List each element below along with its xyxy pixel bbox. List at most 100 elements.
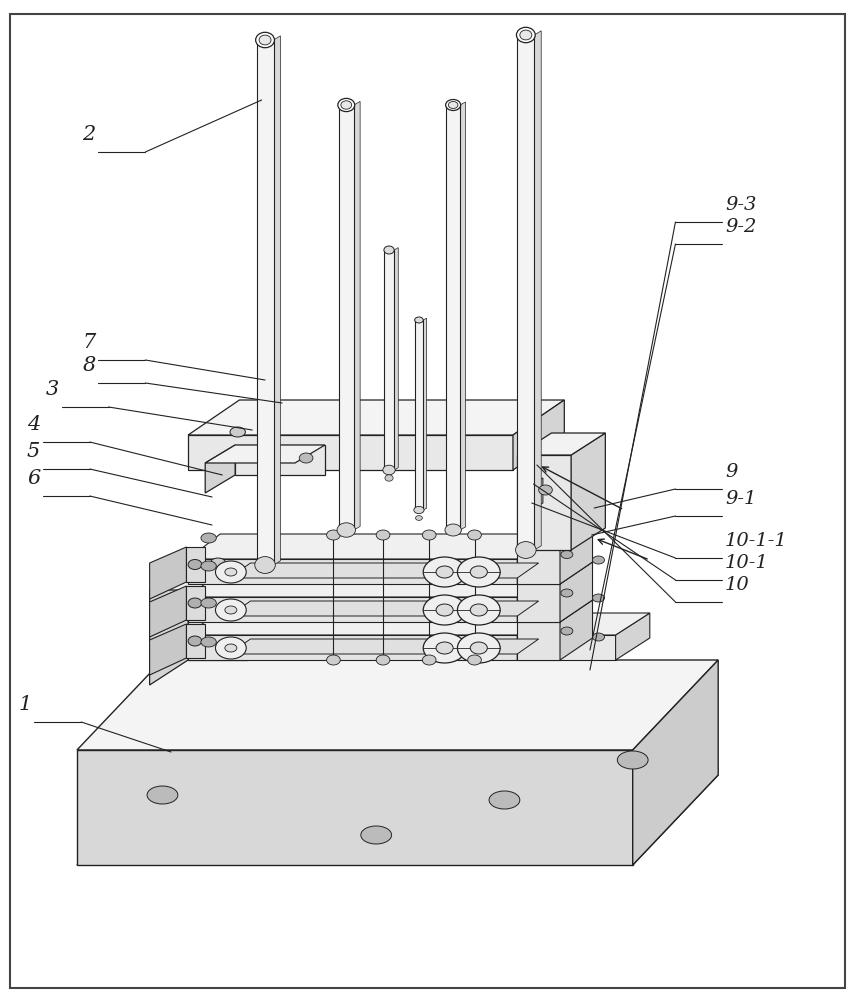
- Ellipse shape: [337, 523, 356, 537]
- Polygon shape: [513, 400, 564, 470]
- Ellipse shape: [361, 826, 392, 844]
- Polygon shape: [517, 613, 650, 635]
- Polygon shape: [150, 624, 186, 675]
- Text: 5: 5: [27, 442, 40, 461]
- Polygon shape: [205, 445, 235, 493]
- Polygon shape: [517, 610, 549, 660]
- Ellipse shape: [445, 100, 461, 110]
- Text: 1: 1: [19, 695, 32, 714]
- Ellipse shape: [201, 533, 216, 543]
- Polygon shape: [517, 534, 549, 584]
- Text: 10: 10: [725, 576, 750, 594]
- Ellipse shape: [520, 30, 532, 40]
- Ellipse shape: [516, 542, 536, 558]
- Ellipse shape: [468, 655, 481, 665]
- Polygon shape: [517, 455, 571, 550]
- Text: 7: 7: [83, 333, 96, 352]
- Polygon shape: [517, 635, 616, 660]
- Polygon shape: [205, 445, 325, 463]
- Polygon shape: [415, 320, 423, 510]
- Ellipse shape: [416, 516, 422, 520]
- Polygon shape: [77, 660, 718, 750]
- Polygon shape: [150, 565, 248, 590]
- Polygon shape: [186, 586, 205, 620]
- Polygon shape: [517, 35, 534, 550]
- Polygon shape: [384, 250, 394, 470]
- Ellipse shape: [593, 594, 604, 602]
- Polygon shape: [188, 534, 549, 559]
- Polygon shape: [229, 563, 539, 578]
- Polygon shape: [235, 445, 325, 475]
- Ellipse shape: [230, 427, 245, 437]
- Ellipse shape: [423, 595, 466, 625]
- Polygon shape: [150, 547, 186, 599]
- Text: 10-1: 10-1: [725, 554, 769, 572]
- Ellipse shape: [188, 560, 202, 570]
- Ellipse shape: [215, 561, 246, 583]
- Ellipse shape: [201, 637, 216, 647]
- Ellipse shape: [201, 598, 216, 608]
- Ellipse shape: [445, 524, 462, 536]
- Polygon shape: [517, 485, 530, 510]
- Polygon shape: [571, 433, 605, 550]
- Polygon shape: [534, 31, 541, 550]
- Ellipse shape: [468, 530, 481, 540]
- Ellipse shape: [376, 530, 390, 540]
- Polygon shape: [188, 597, 517, 622]
- Ellipse shape: [470, 566, 487, 578]
- Ellipse shape: [561, 550, 573, 558]
- Ellipse shape: [376, 655, 390, 665]
- Polygon shape: [560, 562, 593, 622]
- Ellipse shape: [384, 246, 394, 254]
- Text: 9-2: 9-2: [725, 218, 757, 236]
- Ellipse shape: [470, 604, 487, 616]
- Polygon shape: [517, 545, 560, 584]
- Ellipse shape: [423, 633, 466, 663]
- Polygon shape: [188, 610, 549, 635]
- Polygon shape: [186, 547, 205, 582]
- Ellipse shape: [561, 589, 573, 597]
- Ellipse shape: [422, 530, 436, 540]
- Ellipse shape: [561, 627, 573, 635]
- Ellipse shape: [338, 98, 355, 112]
- Text: 10-1-1: 10-1-1: [725, 532, 787, 550]
- Text: 9: 9: [725, 463, 737, 481]
- Ellipse shape: [383, 465, 395, 475]
- Ellipse shape: [327, 655, 340, 665]
- Ellipse shape: [436, 642, 453, 654]
- Ellipse shape: [147, 786, 178, 804]
- Polygon shape: [517, 562, 593, 584]
- Polygon shape: [517, 572, 549, 622]
- Text: 9-1: 9-1: [725, 490, 757, 508]
- Ellipse shape: [617, 751, 648, 769]
- Polygon shape: [77, 775, 718, 865]
- Polygon shape: [530, 478, 543, 510]
- Ellipse shape: [423, 557, 466, 587]
- Text: 4: 4: [27, 415, 40, 434]
- Polygon shape: [517, 523, 593, 545]
- Polygon shape: [394, 248, 398, 470]
- Ellipse shape: [225, 606, 237, 614]
- Polygon shape: [150, 586, 186, 637]
- Ellipse shape: [188, 636, 202, 646]
- Polygon shape: [616, 613, 650, 660]
- Polygon shape: [633, 660, 718, 865]
- Polygon shape: [517, 433, 605, 455]
- Ellipse shape: [457, 557, 500, 587]
- Text: 3: 3: [46, 380, 59, 399]
- Ellipse shape: [593, 633, 604, 641]
- Ellipse shape: [415, 317, 423, 323]
- Ellipse shape: [516, 27, 535, 43]
- Ellipse shape: [457, 633, 500, 663]
- Polygon shape: [256, 40, 274, 565]
- Ellipse shape: [436, 566, 453, 578]
- Ellipse shape: [436, 604, 453, 616]
- Ellipse shape: [188, 598, 202, 608]
- Polygon shape: [354, 101, 360, 530]
- Polygon shape: [517, 622, 560, 660]
- Polygon shape: [77, 750, 633, 865]
- Polygon shape: [460, 102, 465, 530]
- Ellipse shape: [470, 642, 487, 654]
- Ellipse shape: [327, 530, 340, 540]
- Ellipse shape: [414, 506, 424, 514]
